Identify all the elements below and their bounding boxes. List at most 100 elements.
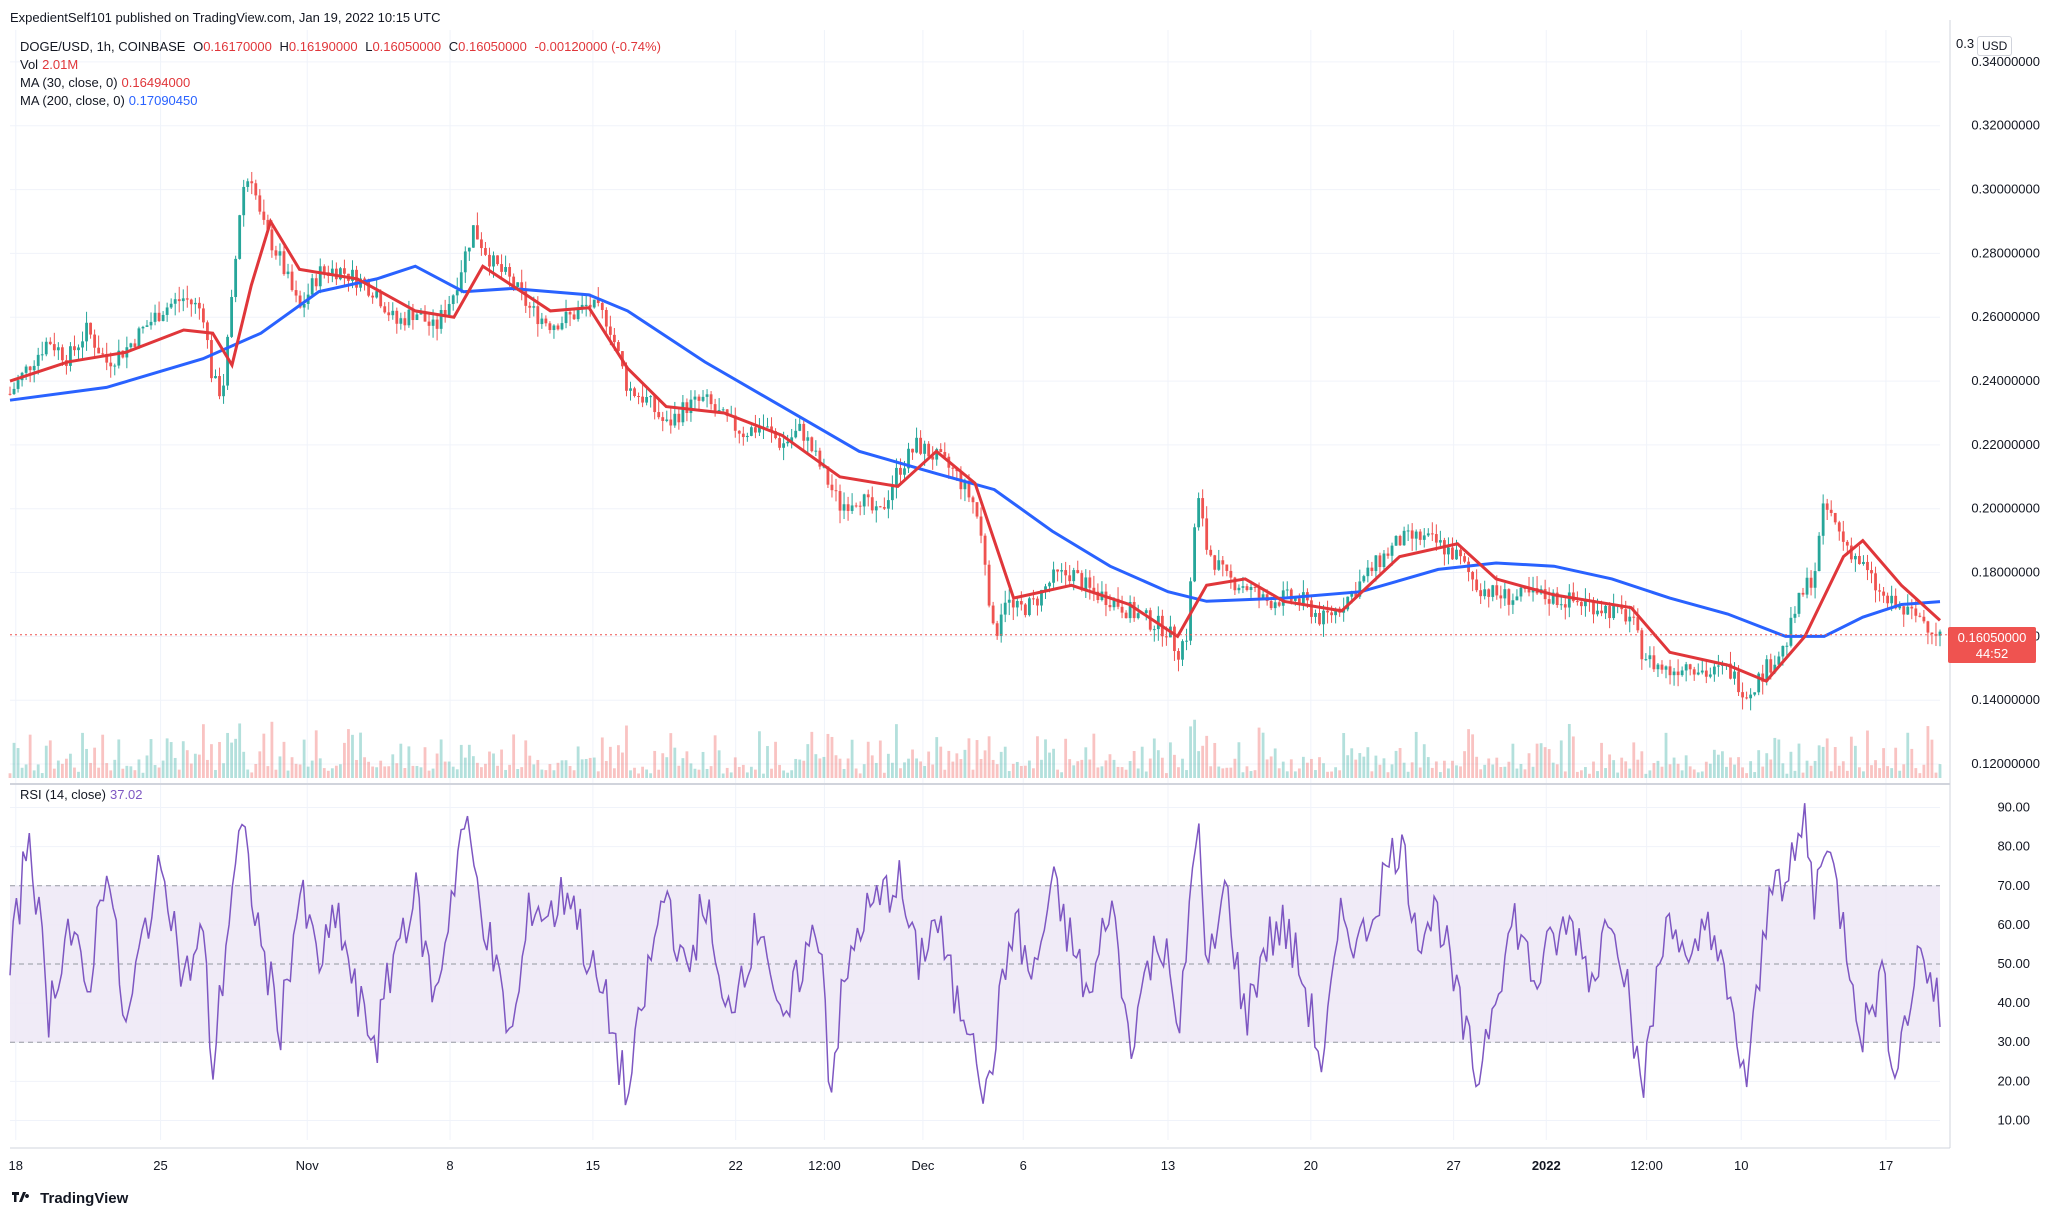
candle-body bbox=[1434, 534, 1438, 543]
time-axis[interactable]: 18 25 Nov 8 15 22 12:00 Dec 6 13 20 27 2022 12:00 10 17 bbox=[9, 1158, 1894, 1173]
volume-bar bbox=[193, 753, 197, 778]
brand[interactable]: TradingView bbox=[10, 1190, 128, 1207]
volume-bar bbox=[955, 753, 959, 778]
candle-body bbox=[1853, 555, 1857, 560]
volume-bar bbox=[798, 759, 802, 778]
rsi-axis[interactable]: 10.00 20.00 30.00 40.00 50.00 60.00 70.00 80.00… bbox=[1997, 800, 2030, 1128]
candle-body bbox=[1902, 606, 1906, 615]
volume-bar bbox=[1092, 733, 1096, 778]
volume-bar bbox=[1858, 767, 1861, 778]
volume-bar bbox=[1438, 772, 1442, 778]
volume-bar bbox=[484, 763, 487, 778]
volume-bar bbox=[882, 772, 886, 778]
volume-bar bbox=[1757, 750, 1761, 778]
candle-body bbox=[1193, 527, 1196, 582]
ma200-line bbox=[9, 264, 1941, 638]
volume-bar bbox=[1841, 761, 1845, 778]
volume-bar bbox=[1604, 768, 1607, 778]
ma200-label[interactable]: MA (200, close, 0) bbox=[20, 93, 125, 108]
candle-body bbox=[737, 430, 741, 434]
candle-body bbox=[516, 282, 520, 288]
ohlc-o-label: O bbox=[193, 39, 204, 54]
rsi-label[interactable]: RSI (14, close) bbox=[20, 787, 106, 802]
candle-body bbox=[322, 266, 326, 273]
candle-body bbox=[459, 272, 463, 291]
candle-body bbox=[1491, 585, 1495, 597]
volume-bar bbox=[16, 748, 20, 778]
candle-body bbox=[1527, 589, 1531, 593]
candle-body bbox=[1463, 556, 1466, 562]
volume-bar bbox=[1898, 770, 1902, 778]
volume-bar bbox=[617, 745, 620, 778]
volume-bar bbox=[1185, 770, 1188, 778]
volume-bar bbox=[1866, 730, 1869, 778]
volume-bar bbox=[540, 769, 544, 778]
candle-body bbox=[588, 304, 592, 308]
candle-body bbox=[165, 307, 169, 315]
candle-body bbox=[1048, 582, 1051, 587]
volume-bar bbox=[907, 758, 910, 778]
candle-body bbox=[1733, 671, 1736, 679]
time-tick-label: 25 bbox=[153, 1158, 167, 1173]
candle-body bbox=[1084, 577, 1088, 591]
price-tick-label: 0.28000000 bbox=[1971, 245, 2040, 260]
candle-body bbox=[1418, 531, 1422, 540]
candle-body bbox=[745, 435, 749, 438]
candle-body bbox=[1092, 587, 1096, 592]
legend-main: DOGE/USD, 1h, COINBASE O0.16170000 H0.16… bbox=[20, 38, 665, 56]
volume-bar bbox=[125, 765, 129, 778]
candle-body bbox=[818, 450, 822, 467]
volume-bar bbox=[1741, 767, 1744, 778]
volume-bar bbox=[629, 770, 632, 778]
symbol-label[interactable]: DOGE/USD, 1h, COINBASE bbox=[20, 39, 186, 54]
candle-body bbox=[1112, 598, 1116, 608]
candle-body bbox=[1386, 553, 1390, 556]
candle-body bbox=[1249, 586, 1253, 591]
candle-body bbox=[1708, 674, 1712, 677]
candle-body bbox=[294, 290, 298, 296]
volume-bar bbox=[878, 740, 882, 778]
candle-body bbox=[133, 343, 137, 347]
volume-bar bbox=[1700, 771, 1704, 778]
candle-body bbox=[1205, 518, 1209, 550]
volume-bar bbox=[262, 733, 266, 778]
volume-bar bbox=[407, 746, 411, 778]
candle-body bbox=[137, 328, 141, 347]
volume-bar bbox=[1136, 768, 1140, 778]
candle-body bbox=[262, 211, 266, 220]
volume-bar bbox=[1567, 723, 1571, 778]
volume-bar bbox=[1809, 765, 1813, 778]
candle-body bbox=[447, 304, 451, 316]
volume-bar bbox=[1640, 751, 1644, 778]
candle-body bbox=[584, 304, 588, 306]
candle-body bbox=[891, 486, 894, 501]
currency-badge[interactable]: USD bbox=[1977, 36, 2013, 56]
volume-bar bbox=[1064, 738, 1068, 778]
volume-bar bbox=[1418, 767, 1422, 778]
time-tick-label: 10 bbox=[1734, 1158, 1748, 1173]
volume-bar bbox=[733, 757, 737, 778]
candle-body bbox=[258, 195, 262, 212]
candle-body bbox=[1173, 626, 1176, 652]
candle-body bbox=[1455, 549, 1458, 560]
volume-bar bbox=[1487, 758, 1491, 778]
volume-bar bbox=[250, 772, 254, 778]
volume-bar bbox=[230, 742, 234, 778]
volume-bar bbox=[621, 752, 624, 778]
candle-body bbox=[1829, 509, 1833, 513]
candle-body bbox=[1479, 590, 1483, 597]
volume-bar bbox=[1084, 747, 1088, 778]
candle-body bbox=[544, 318, 548, 324]
volume-bar bbox=[1805, 760, 1809, 778]
candle-body bbox=[1451, 547, 1454, 560]
candle-body bbox=[1164, 636, 1168, 638]
volume-bar bbox=[44, 745, 48, 778]
ma30-label[interactable]: MA (30, close, 0) bbox=[20, 75, 118, 90]
candle-body bbox=[1749, 694, 1753, 699]
volume-bar bbox=[802, 760, 806, 778]
volume-bar bbox=[266, 766, 270, 778]
candle-body bbox=[286, 271, 290, 275]
candle-body bbox=[52, 344, 56, 351]
vol-label[interactable]: Vol bbox=[20, 57, 39, 72]
